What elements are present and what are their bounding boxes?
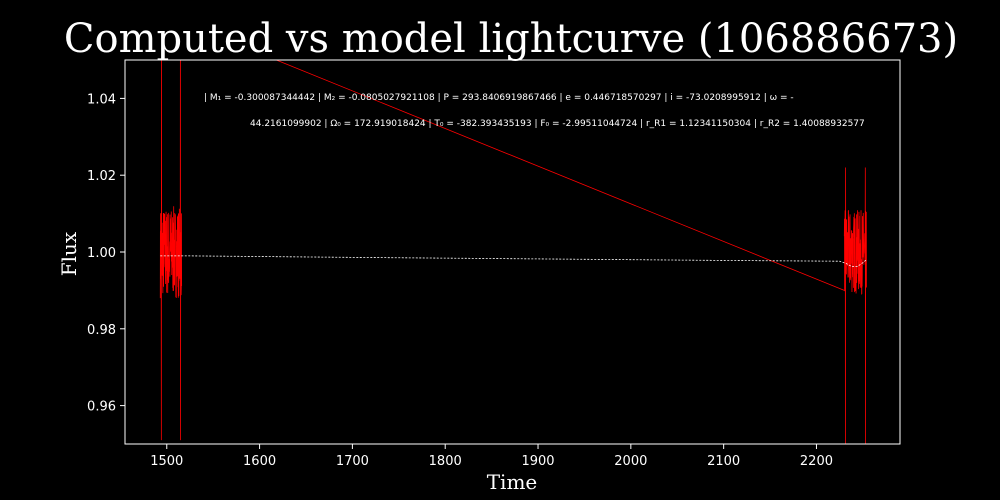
x-tick-label: 2000 — [614, 454, 647, 469]
model-flux-line — [160, 255, 867, 267]
x-tick-label: 1900 — [521, 454, 554, 469]
x-axis-ticks: 1500 1600 1700 1800 1900 2000 2100 2200 — [150, 444, 833, 469]
x-axis-label: Time — [487, 470, 538, 494]
x-tick-label: 2200 — [800, 454, 833, 469]
x-tick-label: 2100 — [707, 454, 740, 469]
x-tick-label: 1500 — [150, 454, 183, 469]
x-tick-label: 1700 — [336, 454, 369, 469]
y-tick-label: 1.04 — [87, 92, 116, 107]
y-tick-label: 1.02 — [87, 169, 116, 184]
y-axis-ticks: 0.96 0.98 1.00 1.02 1.04 — [87, 92, 125, 415]
y-tick-label: 1.00 — [87, 246, 116, 261]
parameter-annotation-line-2: 44.2161099902 | Ω₀ = 172.919018424 | T₀ … — [250, 119, 865, 129]
x-tick-label: 1600 — [243, 454, 276, 469]
y-axis-label: Flux — [57, 231, 81, 276]
x-tick-label: 1800 — [429, 454, 462, 469]
observed-flux-segment-3 — [843, 167, 867, 444]
observed-flux-segment-2 — [275, 60, 845, 291]
parameter-annotation-line-1: | M₁ = -0.300087344442 | M₂ = -0.0805027… — [204, 93, 794, 103]
y-tick-label: 0.96 — [87, 400, 116, 415]
chart-title: Computed vs model lightcurve (106886673) — [64, 16, 958, 62]
plot-area — [159, 60, 867, 444]
observed-flux-segment-1 — [159, 60, 183, 441]
y-tick-label: 0.98 — [87, 323, 116, 338]
